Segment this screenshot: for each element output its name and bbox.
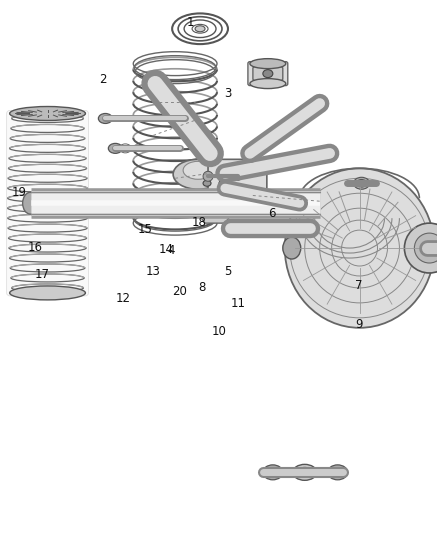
- Polygon shape: [190, 191, 240, 223]
- Ellipse shape: [219, 180, 227, 186]
- Text: 6: 6: [268, 207, 275, 220]
- Ellipse shape: [203, 180, 211, 186]
- Ellipse shape: [195, 26, 205, 32]
- Text: 3: 3: [224, 87, 231, 100]
- Ellipse shape: [285, 168, 434, 328]
- Ellipse shape: [238, 168, 246, 174]
- Ellipse shape: [263, 70, 273, 78]
- FancyBboxPatch shape: [248, 62, 288, 86]
- Ellipse shape: [235, 166, 249, 176]
- Ellipse shape: [353, 177, 370, 189]
- Ellipse shape: [293, 464, 317, 480]
- Circle shape: [234, 195, 240, 201]
- Circle shape: [234, 171, 240, 176]
- Ellipse shape: [10, 107, 85, 120]
- Text: 15: 15: [138, 223, 152, 236]
- Circle shape: [404, 223, 438, 273]
- Circle shape: [203, 171, 213, 181]
- Text: 11: 11: [231, 297, 246, 310]
- Ellipse shape: [298, 467, 312, 478]
- Text: 12: 12: [116, 292, 131, 305]
- FancyBboxPatch shape: [7, 110, 88, 296]
- Text: 7: 7: [355, 279, 363, 292]
- Text: 4: 4: [167, 244, 175, 257]
- Ellipse shape: [250, 59, 286, 69]
- Ellipse shape: [332, 468, 343, 477]
- Ellipse shape: [23, 192, 39, 214]
- Text: 19: 19: [11, 185, 27, 199]
- Ellipse shape: [305, 224, 314, 232]
- Text: 5: 5: [224, 265, 231, 278]
- Ellipse shape: [173, 159, 223, 189]
- Circle shape: [147, 76, 163, 92]
- Circle shape: [143, 71, 167, 95]
- Ellipse shape: [81, 192, 89, 214]
- Circle shape: [414, 233, 438, 263]
- Ellipse shape: [357, 180, 367, 187]
- Text: 8: 8: [198, 281, 205, 294]
- Text: 14: 14: [159, 243, 174, 256]
- Text: 9: 9: [355, 318, 363, 332]
- Ellipse shape: [10, 286, 85, 300]
- Text: 18: 18: [192, 216, 207, 229]
- FancyBboxPatch shape: [208, 159, 267, 213]
- Ellipse shape: [108, 143, 122, 154]
- Circle shape: [202, 146, 218, 161]
- Ellipse shape: [302, 222, 318, 234]
- Text: 13: 13: [146, 265, 161, 278]
- Ellipse shape: [203, 195, 211, 201]
- Text: 2: 2: [99, 73, 107, 86]
- Circle shape: [198, 141, 222, 165]
- Ellipse shape: [283, 237, 301, 259]
- Text: 1: 1: [187, 15, 194, 29]
- Text: 20: 20: [172, 285, 187, 298]
- Ellipse shape: [183, 161, 213, 179]
- Text: 17: 17: [35, 268, 49, 281]
- Circle shape: [206, 149, 214, 157]
- Text: 16: 16: [28, 241, 43, 254]
- Ellipse shape: [328, 465, 348, 480]
- Circle shape: [151, 79, 159, 87]
- Ellipse shape: [99, 114, 112, 124]
- Circle shape: [234, 172, 242, 180]
- Ellipse shape: [267, 468, 279, 477]
- Ellipse shape: [263, 465, 283, 480]
- FancyBboxPatch shape: [253, 67, 283, 80]
- Text: 10: 10: [212, 325, 226, 338]
- Ellipse shape: [219, 195, 227, 201]
- Ellipse shape: [250, 78, 286, 88]
